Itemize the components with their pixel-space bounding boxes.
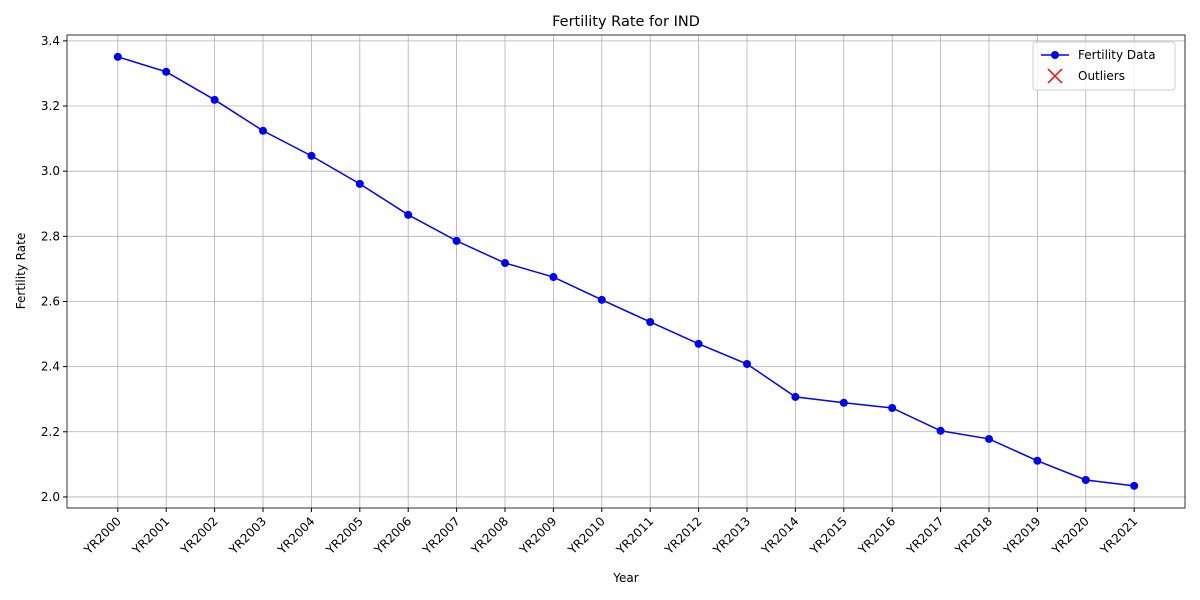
point [984,434,993,443]
point [1130,481,1139,490]
x-axis-label: Year [612,571,638,585]
point [549,273,558,282]
legend: Fertility Data Outliers [1032,41,1176,91]
x-tick-label: YR2008 [468,514,511,557]
point [1033,456,1042,465]
point [501,259,510,268]
point [307,151,316,160]
point [113,52,122,61]
x-tick-label: YR2021 [1097,514,1140,557]
y-tick-label: 2.4 [41,360,60,374]
chart-title: Fertility Rate for IND [552,14,700,30]
x-tick-label: YR2001 [129,514,172,557]
x-tick-label: YR2019 [1000,514,1043,557]
point [1081,475,1090,484]
legend-frame [1032,41,1176,91]
y-tick-label: 3.4 [41,34,60,48]
x-tick-label: YR2007 [419,514,462,557]
legend-label: Outliers [1078,69,1125,83]
x-tick-label: YR2003 [226,514,269,557]
point [162,67,171,76]
plot-frame [66,34,1186,509]
y-tick-label: 3.0 [41,164,60,178]
x-tick-label: YR2004 [274,514,317,557]
point [742,360,751,369]
point [404,210,413,219]
x-tick-label: YR2014 [758,514,801,557]
y-tick-label: 2.8 [41,229,60,243]
point [888,403,897,412]
series-line [117,56,1135,487]
y-tick-label: 2.6 [41,294,60,308]
x-tick-label: YR2005 [323,514,366,557]
x-tick-label: YR2009 [516,514,559,557]
point [355,179,364,188]
legend-marker [1047,68,1063,84]
x-tick-label: YR2013 [710,514,753,557]
x-tick-label: YR2018 [952,514,995,557]
point [936,426,945,435]
x-tick-label: YR2011 [613,514,656,557]
x-tick-label: YR2000 [81,514,124,557]
point [839,398,848,407]
y-axis-label: Fertility Rate [14,233,28,309]
x-tick-label: YR2006 [371,514,414,557]
point [694,339,703,348]
y-tick-label: 2.2 [41,425,60,439]
point [210,95,219,104]
point [259,126,268,135]
x-tick-label: YR2002 [177,514,220,557]
point [452,236,461,245]
x-tick-label: YR2017 [903,514,946,557]
point [646,317,655,326]
y-tick-label: 3.2 [41,99,60,113]
x-tick-label: YR2016 [855,514,898,557]
x-tick-label: YR2015 [807,514,850,557]
x-tick-label: YR2010 [565,514,608,557]
y-tick-label: 2.0 [41,490,60,504]
point [791,392,800,401]
legend-marker [1051,51,1059,59]
point [597,295,606,304]
x-tick-label: YR2020 [1049,514,1092,557]
x-tick-label: YR2012 [661,514,704,557]
legend-label: Fertility Data [1078,48,1156,62]
